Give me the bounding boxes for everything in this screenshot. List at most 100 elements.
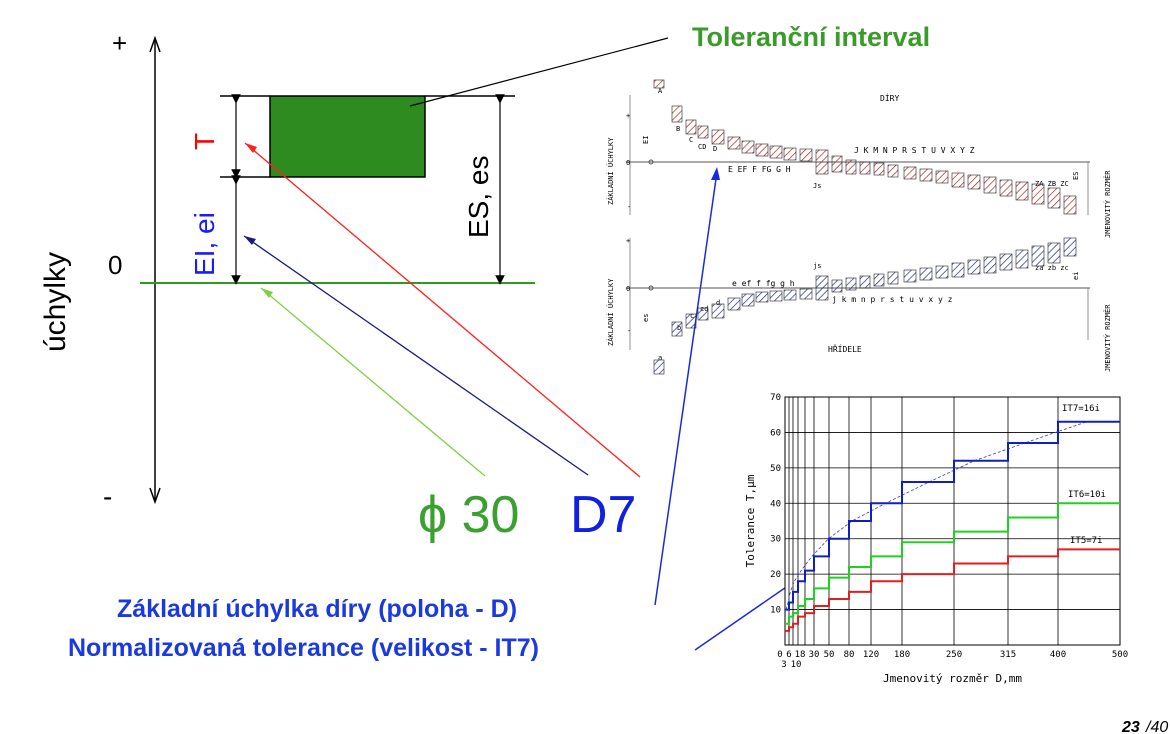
hole-zone-23 [999, 179, 1013, 197]
series-label: IT7=16i [1062, 404, 1100, 414]
shaft-zone-20 [951, 262, 965, 278]
hole-zone-10 [799, 148, 813, 162]
shaft-zone-27 [1063, 237, 1077, 257]
holes-zero-mark: 0 [626, 159, 630, 167]
hole-D: D [713, 145, 717, 153]
plot-area [784, 396, 1121, 646]
series-label: IT6=10i [1068, 490, 1106, 500]
holes-ylabel: ZÁKLADNÍ ÚCHYLKY [606, 137, 615, 205]
x-axis-label: Jmenovitý rozměr D,mm [883, 672, 1022, 685]
hole-zone-11 [815, 149, 829, 175]
hole-zone-17 [903, 166, 917, 180]
shaft-zone-7 [755, 291, 769, 303]
shafts-right-letters: za zb zc [1035, 264, 1069, 272]
shaft-zone-12 [831, 279, 843, 293]
shaft-zone-5 [727, 297, 741, 311]
hole-zone-21 [967, 174, 981, 190]
shaft-zone-6 [741, 293, 755, 307]
x-tick-label: 18 [795, 650, 806, 660]
shaft-zone-17 [903, 269, 917, 283]
page-total: /40 [1145, 719, 1168, 734]
hole-zone-19 [935, 170, 949, 184]
x-tick-label-extra: 3 [781, 660, 786, 670]
y-tick-label: 30 [770, 535, 781, 545]
shaft-zone-24 [1015, 249, 1029, 269]
designation-phi: ϕ 30 [418, 486, 519, 544]
shafts-right-label: JMENOVITÝ ROZMĚR [1103, 304, 1112, 372]
shaft-zone-3 [697, 307, 709, 321]
x-tick-label: 500 [1112, 650, 1128, 660]
tolerance-zone [269, 95, 426, 178]
x-tick-label: 400 [1050, 650, 1066, 660]
series-line-IT6=10i [785, 502, 1120, 625]
hole-zone-14 [859, 161, 871, 175]
hole-zone-3 [697, 125, 709, 139]
arrow-to-T [244, 142, 641, 478]
hole-zone-16 [887, 164, 899, 178]
shafts-lower-letters: j k m n p r s t u v x y z [832, 295, 953, 304]
hole-zone-13 [845, 159, 857, 175]
x-tick-label: 30 [809, 650, 820, 660]
shaft-zone-19 [935, 265, 949, 279]
hole-zone-1 [671, 105, 683, 123]
page-number: 23 [1121, 719, 1140, 734]
series-label: IT5=7i [1070, 536, 1103, 546]
holes-plus-mark: + [626, 112, 630, 120]
shafts-plus-mark: + [626, 237, 630, 245]
x-tick-label: 250 [946, 650, 962, 660]
shaft-zone-2 [685, 313, 697, 329]
holes-js: Js [813, 182, 821, 190]
y-tick-label: 40 [770, 499, 781, 509]
hole-zone-6 [741, 140, 755, 154]
y-tick-label: 20 [770, 570, 781, 580]
shafts-zero-mark: 0 [626, 285, 630, 293]
upper-deviation-label: ES, es [463, 156, 494, 238]
shaft-zone-26 [1047, 242, 1061, 264]
shaft-d: d [716, 299, 720, 307]
x-tick-label: 120 [863, 650, 879, 660]
shaft-a: a [658, 354, 662, 362]
holes-right-label: JMENOVITÝ ROZMĚR [1103, 170, 1112, 238]
zero-label: 0 [108, 250, 122, 280]
y-tick-label: 60 [770, 428, 781, 438]
hole-zone-5 [727, 136, 741, 150]
holes-lower-letters: E EF F FG G H [728, 165, 791, 174]
hole-zone-0 [653, 79, 665, 89]
arrow-to-EI [243, 235, 589, 476]
hole-zone-26 [1047, 187, 1061, 209]
shaft-zone-21 [967, 259, 981, 275]
x-tick-label-extra: 10 [791, 660, 802, 670]
title-tolerance-interval: Toleranční interval [692, 22, 930, 52]
hole-B: B [676, 125, 680, 133]
EI-mark: EI [642, 136, 650, 144]
hole-zone-24 [1015, 181, 1029, 201]
hole-zone-8 [769, 145, 783, 159]
shaft-zone-14 [859, 275, 871, 289]
y-tick-label: 50 [770, 464, 781, 474]
x-tick-label: 50 [824, 650, 835, 660]
hole-zone-15 [873, 162, 885, 176]
ES-mark: ES [1072, 172, 1080, 180]
series-line-IT7=16i [785, 420, 1120, 611]
holes-upper-letters: J K M N P R S T U V X Y Z [854, 146, 975, 155]
shaft-zone-9 [783, 289, 797, 301]
hole-zone-4 [711, 129, 725, 145]
shaft-zone-1 [671, 321, 683, 337]
note-standard-tolerance: Normalizovaná tolerance (velikost - IT7) [68, 634, 539, 662]
axis-arrow-down-icon [149, 487, 161, 505]
holes-title: DÍRY [880, 92, 899, 103]
note-basic-deviation: Základní úchylka díry (poloha - D) [117, 595, 517, 623]
deviation-chart: DÍRY HŘÍDELE ZÁKLADNÍ ÚCHYLKY ZÁKLADNÍ Ú… [606, 79, 1112, 375]
y-tick-label: 70 [770, 393, 781, 403]
series-line-IT5=7i [785, 548, 1120, 632]
arrow-to-zero [260, 287, 486, 477]
hole-zone-2 [685, 119, 697, 135]
y-axis-label: Tolerance T,μm [744, 474, 757, 567]
shaft-zone-23 [999, 253, 1013, 271]
hole-zone-22 [983, 176, 997, 194]
hole-zone-25 [1031, 183, 1045, 205]
shaft-zone-13 [845, 277, 857, 291]
plus-sign: + [112, 28, 127, 58]
ei-mark: ei [1072, 272, 1080, 280]
